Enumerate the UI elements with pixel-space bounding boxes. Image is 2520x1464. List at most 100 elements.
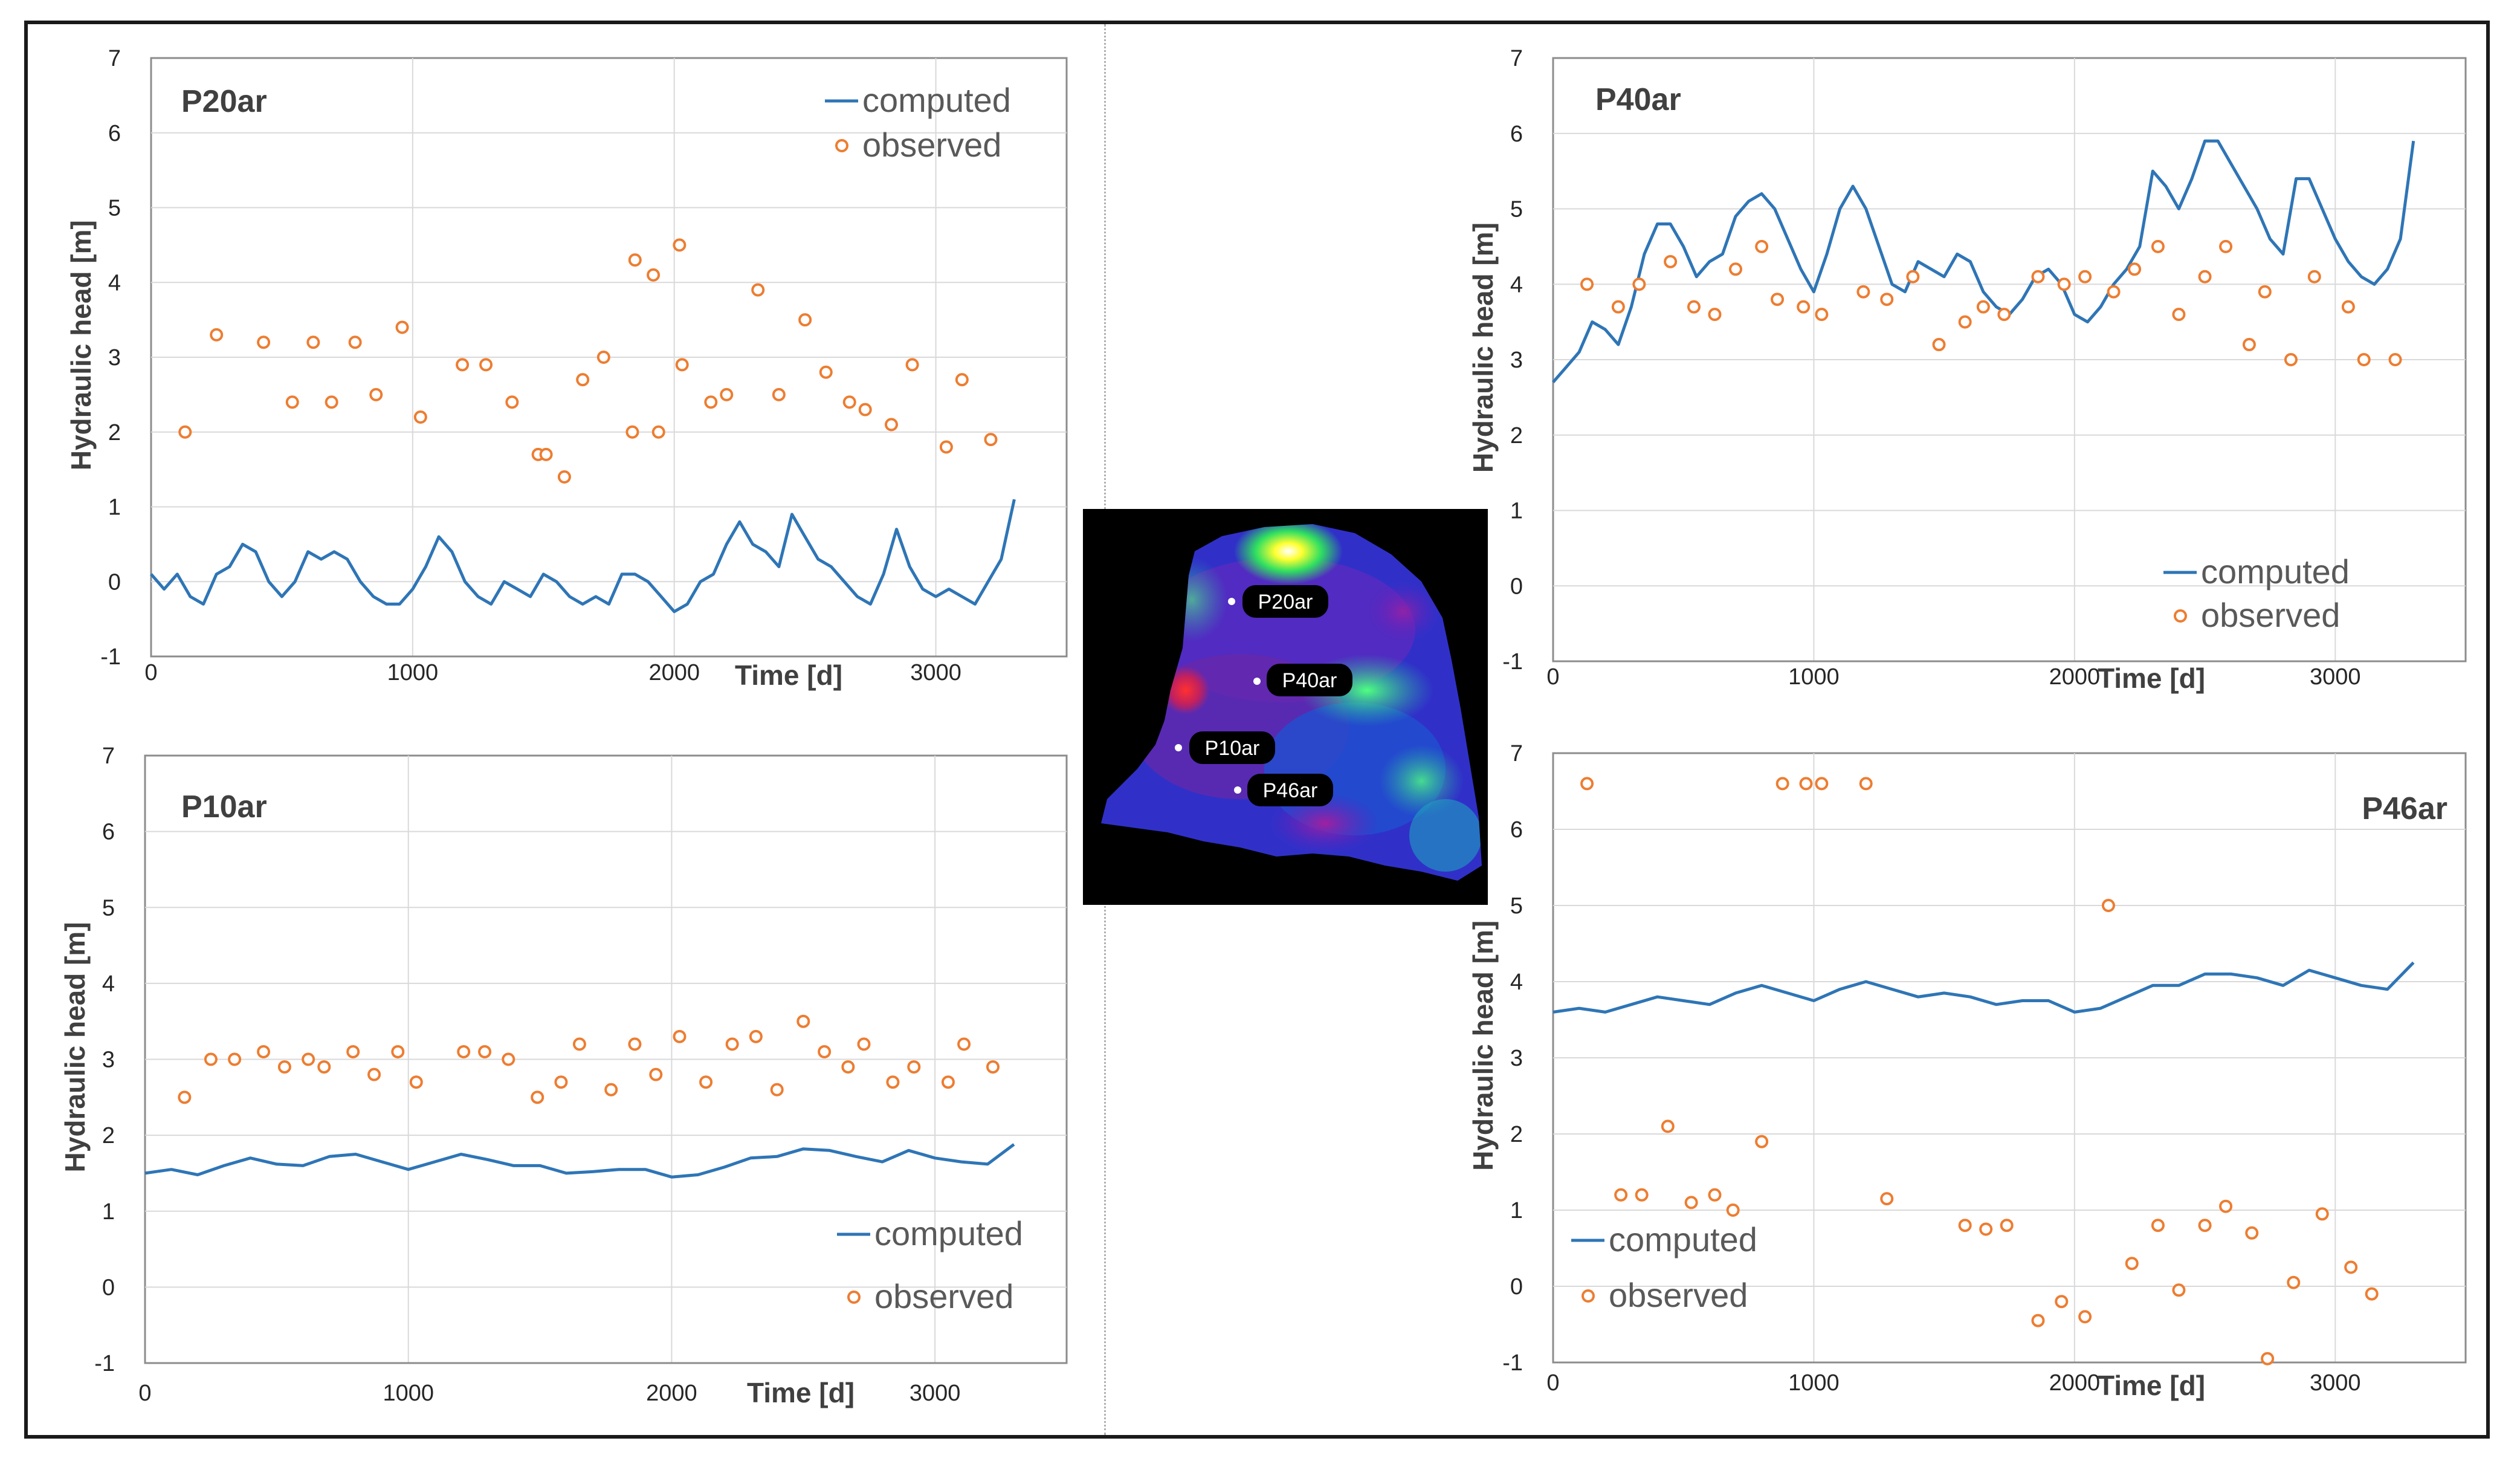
y-tick-label: 0 — [1510, 574, 1523, 599]
data-point-observed — [1815, 308, 1829, 322]
data-point-observed — [2000, 1219, 2014, 1232]
data-point-observed — [178, 425, 192, 439]
data-point-observed — [649, 1067, 663, 1081]
inset-map: P20ar P40ar P10ar P46ar — [1083, 509, 1488, 905]
data-point-observed — [2057, 277, 2071, 291]
data-point-observed — [2284, 353, 2298, 366]
well-label-p40ar: P40ar — [1282, 669, 1337, 692]
series-line-computed — [150, 499, 1016, 614]
data-point-observed — [2101, 899, 2115, 912]
data-point-observed — [604, 1083, 618, 1096]
data-point-observed — [905, 358, 919, 372]
data-point-observed — [210, 328, 224, 342]
data-point-observed — [539, 447, 553, 461]
legend-label-computed: computed — [862, 81, 1011, 119]
data-point-observed — [554, 1075, 568, 1089]
data-point-observed — [1797, 300, 1811, 314]
y-tick-label: 3 — [102, 1048, 115, 1073]
y-tick-label: 0 — [1510, 1274, 1523, 1300]
legend: computed observed — [825, 81, 1011, 164]
data-point-observed — [1856, 285, 1870, 299]
data-point-observed — [2219, 1199, 2233, 1213]
data-point-observed — [796, 1014, 810, 1028]
data-point-observed — [2365, 1287, 2379, 1301]
x-axis-label: Time [d] — [2098, 662, 2205, 694]
data-point-observed — [2261, 1352, 2275, 1365]
data-point-observed — [306, 335, 320, 349]
y-tick-label: 1 — [102, 1199, 115, 1225]
data-point-observed — [675, 358, 689, 372]
y-tick-label: 5 — [102, 895, 115, 921]
data-point-observed — [1661, 1119, 1675, 1133]
well-marker-p10ar: P10ar — [1175, 731, 1275, 764]
data-point-observed — [2198, 270, 2212, 283]
data-point-observed — [886, 1075, 900, 1089]
data-point-observed — [257, 335, 271, 349]
data-point-observed — [2151, 239, 2165, 253]
y-tick-label: 6 — [108, 121, 121, 146]
legend: computed observed — [837, 1214, 1023, 1315]
data-point-observed — [1614, 1188, 1628, 1202]
data-point-observed — [939, 440, 953, 454]
data-point-observed — [725, 1037, 739, 1051]
data-point-observed — [1635, 1188, 1649, 1202]
x-tick-label: 0 — [144, 660, 157, 685]
data-point-observed — [1708, 308, 1722, 322]
y-axis-label: Hydraulic head [m] — [1467, 921, 1499, 1171]
legend-label-computed: computed — [2201, 552, 2350, 591]
data-point-observed — [2078, 1310, 2092, 1324]
y-tick-label: 6 — [102, 820, 115, 845]
well-label-p46ar: P46ar — [1263, 779, 1318, 802]
well-label-p10ar: P10ar — [1205, 737, 1260, 760]
data-point-observed — [704, 395, 718, 409]
data-point-observed — [941, 1075, 955, 1089]
data-point-observed — [302, 1052, 315, 1066]
legend: computed observed — [1571, 1220, 1757, 1314]
data-point-observed — [673, 1029, 687, 1043]
data-point-observed — [2219, 239, 2233, 253]
data-point-observed — [277, 1060, 291, 1074]
series-line-computed — [144, 1143, 1015, 1179]
data-point-observed — [1880, 1192, 1894, 1206]
data-point-observed — [772, 387, 786, 401]
data-point-observed — [699, 1075, 713, 1089]
y-axis-label: Hydraulic head [m] — [1467, 222, 1499, 473]
data-point-observed — [751, 283, 765, 297]
data-point-observed — [395, 320, 409, 334]
x-axis-label: Time [d] — [735, 659, 842, 691]
data-point-observed — [456, 358, 470, 372]
data-point-observed — [628, 253, 642, 267]
panel-title: P40ar — [1595, 82, 1681, 117]
data-point-observed — [858, 403, 872, 416]
y-tick-label: 0 — [108, 569, 121, 595]
data-point-observed — [818, 1045, 832, 1058]
y-tick-label: 4 — [108, 270, 121, 296]
legend: computed observed — [2163, 552, 2350, 634]
data-point-observed — [596, 351, 610, 364]
data-point-observed — [628, 1037, 642, 1051]
data-point-observed — [2307, 270, 2321, 283]
y-tick-label: 3 — [1510, 1046, 1523, 1071]
y-tick-label: 5 — [1510, 197, 1523, 222]
data-point-observed — [625, 425, 639, 439]
data-point-observed — [391, 1045, 405, 1058]
data-point-observed — [2258, 285, 2272, 299]
y-tick-label: 7 — [102, 743, 115, 769]
y-tick-label: 2 — [1510, 423, 1523, 449]
data-point-observed — [2055, 1295, 2069, 1309]
well-marker-p40ar: P40ar — [1253, 664, 1352, 696]
y-axis-label: Hydraulic head [m] — [59, 922, 91, 1172]
data-point-observed — [770, 1083, 784, 1096]
y-tick-label: -1 — [1502, 1350, 1523, 1376]
x-tick-label: 0 — [138, 1381, 151, 1406]
data-point-observed — [1958, 1219, 1972, 1232]
data-point-observed — [285, 395, 299, 409]
data-point-observed — [576, 373, 590, 387]
data-point-observed — [1906, 270, 1920, 283]
y-tick-label: 1 — [108, 495, 121, 520]
chart-panel-p46ar: -1 0 1 2 3 4 5 6 7 0 1000 2000 3000 Time [d] Hydraulic… — [1467, 741, 2467, 1401]
data-point-observed — [257, 1045, 271, 1058]
data-point-observed — [1687, 300, 1701, 314]
data-point-observed — [907, 1060, 921, 1074]
data-point-observed — [749, 1029, 763, 1043]
